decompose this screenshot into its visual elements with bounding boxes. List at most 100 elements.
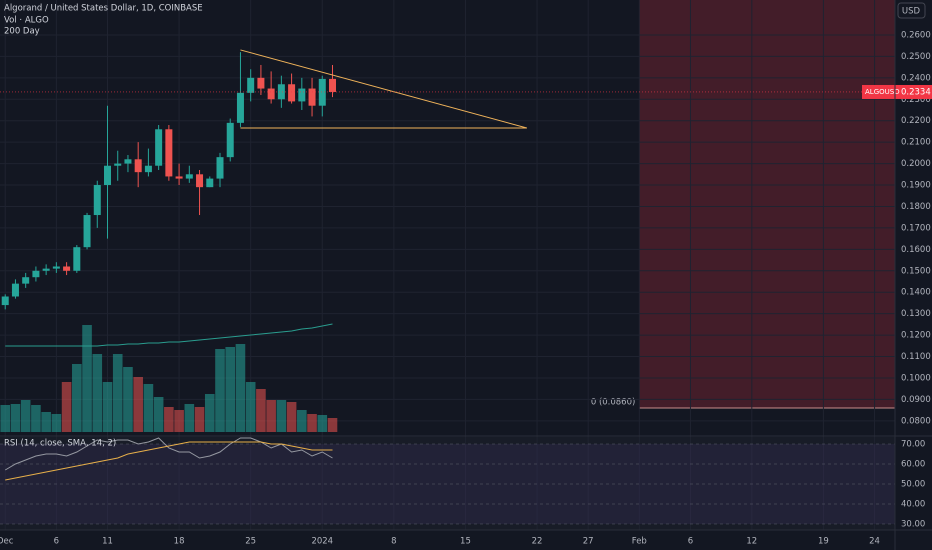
volume-bar [10, 404, 21, 432]
rsi-line [4, 437, 333, 471]
x-tick-label: 18 [174, 537, 185, 547]
volume-bar [51, 414, 62, 432]
y-tick-label: 0.1700 [901, 223, 931, 233]
x-tick-label: 8 [391, 537, 396, 547]
volume-bar [266, 400, 276, 432]
y-tick-label: 0.0900 [901, 395, 931, 405]
x-tick-label: 6 [54, 537, 59, 547]
y-tick-label: 0.2400 [901, 73, 931, 83]
volume-bar [153, 397, 164, 432]
candle-body [22, 277, 30, 284]
rsi-pane [0, 437, 895, 530]
candle-body [73, 247, 81, 271]
volume-bar [184, 404, 195, 432]
x-tick-label: 2024 [311, 537, 333, 547]
volume-bar [276, 400, 287, 432]
rsi-tick-label: 40.00 [901, 500, 925, 510]
candle-body [288, 84, 296, 102]
candle-body [267, 88, 275, 100]
currency-button[interactable] [897, 2, 926, 19]
y-tick-label: 0.2500 [901, 52, 931, 62]
volume-bar [215, 349, 225, 432]
volume-bar [164, 407, 174, 432]
ma-line [5, 323, 333, 347]
candle-body [298, 88, 306, 102]
volume-bar [112, 354, 123, 432]
candle-body [83, 215, 91, 248]
candle-body [32, 270, 40, 278]
volume-bar [256, 389, 266, 432]
volume-bar [31, 405, 41, 432]
candle-body [247, 77, 255, 93]
price-label-box [862, 84, 932, 99]
rsi-line [5, 441, 333, 481]
candle-body [42, 268, 50, 271]
currency-label[interactable]: USD [902, 7, 921, 17]
volume-bar [92, 354, 103, 432]
candle-body [144, 165, 152, 173]
y-tick-label: 0.0800 [901, 416, 931, 426]
candle-body [104, 165, 111, 186]
volume-bar [225, 347, 236, 432]
y-tick-label: 0.2000 [901, 159, 931, 169]
candle-body [63, 266, 71, 271]
volume-bar [286, 402, 297, 432]
ma-legend: 200 Day [4, 27, 40, 37]
y-tick-label: 0.1500 [901, 266, 931, 276]
y-tick-label: 0.1100 [901, 352, 931, 362]
candle-body [185, 174, 193, 179]
x-tick-label: 24 [869, 537, 880, 547]
candle-body [216, 157, 224, 179]
candle-body [257, 77, 265, 89]
candle-body [124, 159, 132, 164]
rsi-legend: RSI (14, close, SMA, 14, 2) [4, 439, 116, 449]
candle-body [196, 174, 204, 188]
y-tick-label: 0.1600 [901, 245, 931, 255]
x-tick-label: 27 [583, 537, 594, 547]
candle-body [329, 78, 336, 92]
y-tick-label: 0.1800 [901, 202, 931, 212]
rsi-tick-label: 50.00 [901, 480, 925, 490]
y-tick-label: 0.2100 [901, 138, 931, 148]
y-tick-label: 0.2300 [901, 95, 931, 105]
candle-body [226, 122, 234, 158]
volume-bar [123, 367, 133, 432]
x-tick-label: 15 [460, 537, 471, 547]
y-tick-label: 0.1400 [901, 288, 931, 298]
volume-bar [20, 400, 31, 432]
candle-body [175, 176, 183, 179]
volume-bar [235, 344, 246, 432]
volume-bar [41, 412, 51, 432]
volume-bar [327, 418, 338, 432]
volume-bar [204, 394, 215, 432]
y-tick-label: 0.2200 [901, 116, 931, 126]
x-tick-label: 25 [245, 537, 256, 547]
y-tick-label: 0.1200 [901, 331, 931, 341]
candle-body [277, 84, 285, 100]
x-tick-label: 19 [818, 537, 829, 547]
x-tick-label: 6 [688, 537, 693, 547]
y-tick-label: 0.1300 [901, 309, 931, 319]
candle-body [93, 185, 101, 216]
volume-bar [102, 382, 113, 432]
volume-bar [194, 407, 205, 432]
y-tick-label: 0.1000 [901, 373, 931, 383]
volume-legend: Vol · ALGO [4, 16, 49, 26]
candle-body [11, 283, 19, 297]
volume-bar [133, 377, 143, 432]
candle-body [165, 129, 173, 177]
rsi-tick-label: 30.00 [901, 520, 925, 530]
volume-bar [0, 405, 11, 432]
x-tick-label: 12 [746, 537, 757, 547]
price-label: 0.2334 [901, 87, 931, 97]
range-box [639, 0, 895, 408]
volume-bar [61, 382, 72, 432]
symbol-title: Algorand / United States Dollar, 1D, COI… [4, 4, 203, 14]
candle-body [1, 296, 9, 306]
y-tick-label: 0.1900 [901, 181, 931, 191]
volume-bar [245, 382, 256, 432]
x-tick-label: Feb [632, 537, 647, 547]
volume-bar [72, 364, 82, 432]
